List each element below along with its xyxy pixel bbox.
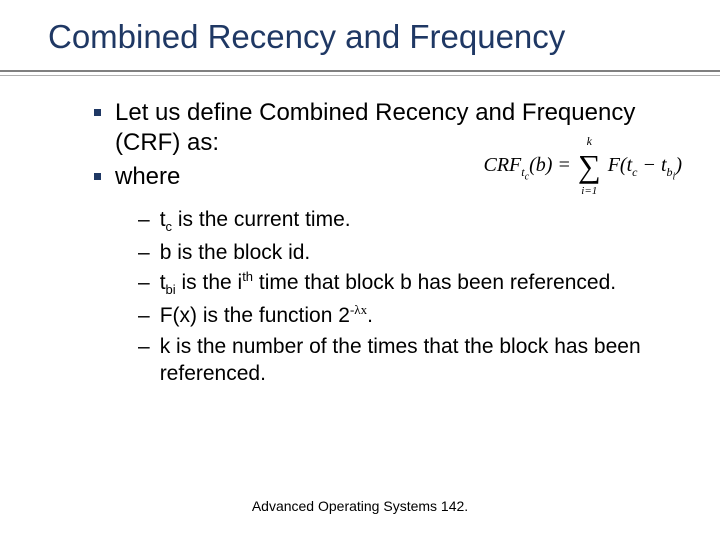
sub-item: – F(x) is the function 2-λx. bbox=[138, 302, 680, 329]
slide-footer: Advanced Operating Systems 142. bbox=[0, 498, 720, 514]
sub-item: – k is the number of the times that the … bbox=[138, 333, 680, 388]
sub-item: – tbi is the ith time that block b has b… bbox=[138, 269, 680, 299]
sub-text: k is the number of the times that the bl… bbox=[160, 333, 680, 388]
bullet-marker bbox=[94, 109, 101, 116]
dash-marker: – bbox=[138, 302, 150, 329]
slide-title: Combined Recency and Frequency bbox=[0, 0, 720, 66]
sub-item: – b is the block id. bbox=[138, 239, 680, 266]
dash-marker: – bbox=[138, 239, 150, 266]
sub-text: tc is the current time. bbox=[160, 206, 351, 236]
dash-marker: – bbox=[138, 269, 150, 296]
sub-text: b is the block id. bbox=[160, 239, 311, 266]
dash-marker: – bbox=[138, 206, 150, 233]
dash-marker: – bbox=[138, 333, 150, 360]
bullet-marker bbox=[94, 173, 101, 180]
slide-body: Let us define Combined Recency and Frequ… bbox=[0, 76, 720, 387]
bullet-text: where bbox=[115, 162, 180, 192]
sub-list: – tc is the current time. – b is the blo… bbox=[94, 196, 680, 387]
sigma-icon: k ∑ i=1 bbox=[578, 148, 601, 185]
sub-item: – tc is the current time. bbox=[138, 206, 680, 236]
sub-text: tbi is the ith time that block b has bee… bbox=[160, 269, 616, 299]
sub-text: F(x) is the function 2-λx. bbox=[160, 302, 373, 329]
crf-formula: CRFtc(b) = k ∑ i=1 F(tc − tbi) bbox=[483, 148, 682, 185]
